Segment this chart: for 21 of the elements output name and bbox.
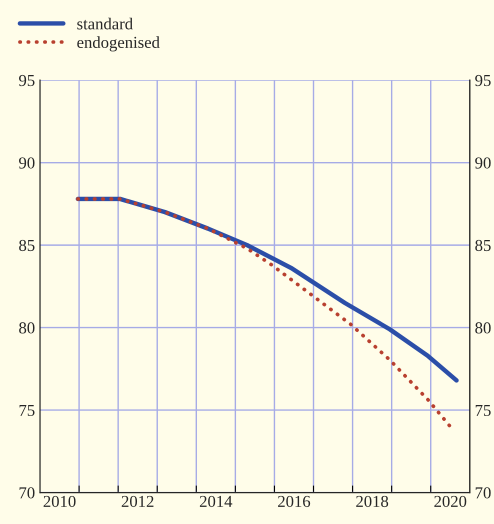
x-tick-label: 2010: [44, 496, 76, 508]
y-tick-label: 90: [19, 157, 35, 169]
legend-label: standard: [77, 18, 133, 30]
y-tick-label: 70: [20, 487, 35, 499]
y2-tick-label: 85: [475, 240, 491, 252]
y2-tick-label: 80: [475, 322, 491, 334]
y2-tick-label: 90: [475, 157, 491, 169]
line-series: [76, 197, 452, 428]
y2-tick-label: 75: [476, 404, 491, 416]
y-tick-label: 95: [19, 74, 34, 86]
x-tick-label: 2012: [122, 496, 154, 508]
y2-tick-label: 95: [475, 74, 491, 86]
y2-tick-label: 70: [476, 487, 491, 499]
y-tick-label: 80: [19, 322, 35, 334]
y-tick-label: 75: [20, 404, 34, 416]
y-tick-label: 85: [19, 240, 34, 252]
x-tick-label: 2016: [278, 496, 310, 508]
legend-label: endogenised: [77, 36, 160, 52]
x-tick-label: 2014: [200, 496, 232, 508]
x-tick-label: 2020: [434, 496, 466, 508]
x-tick-label: 2018: [356, 496, 388, 508]
